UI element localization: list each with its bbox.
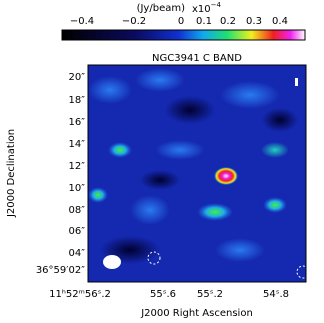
y-tick-label: 08″ — [69, 205, 86, 216]
plot-title: NGC3941 C BAND — [152, 53, 242, 64]
colorbar-tick-label: 0.4 — [272, 16, 288, 27]
y-tick-label: 36°59′02″ — [36, 265, 85, 276]
colorbar-scale-base: x10 — [192, 4, 211, 15]
y-tick-label: 18″ — [69, 95, 86, 106]
x-tick-label: 11ʰ52ᵐ56ˢ.2 — [49, 289, 111, 300]
x-axis-label: J2000 Right Ascension — [140, 308, 253, 319]
y-tick-label: 12″ — [69, 161, 86, 172]
colorbar-scale-exp: −4 — [211, 1, 222, 9]
colorbar-tick-label: −0.4 — [70, 16, 94, 27]
y-tick-label: 14″ — [69, 139, 86, 150]
x-tick-label: 55ˢ.2 — [197, 289, 223, 300]
sky-image — [88, 65, 306, 282]
y-tick-label: 04″ — [69, 248, 86, 259]
colorbar-tick-label: −0.2 — [122, 16, 146, 27]
y-axis-label: J2000 Declination — [6, 129, 17, 218]
colorbar-tick-label: 0.2 — [220, 16, 236, 27]
y-tick-label: 06″ — [69, 226, 86, 237]
colorbar-tick-label: 0 — [178, 16, 184, 27]
colorbar-scale: x10−4 — [192, 1, 222, 15]
colorbar — [61, 29, 306, 41]
colorbar-ticks: −0.4 −0.2 0 0.1 0.2 0.3 0.4 — [70, 16, 288, 27]
plot-frame — [87, 64, 307, 283]
y-tick-label: 16″ — [69, 117, 86, 128]
y-tick-label: 20″ — [69, 72, 86, 83]
y-ticks: 20″ 18″ 16″ 14″ 12″ 10″ 08″ 06″ 04″ 36°5… — [36, 72, 85, 276]
x-tick-label: 54ˢ.8 — [263, 289, 289, 300]
x-tick-label: 55ˢ.6 — [150, 289, 176, 300]
x-ticks: 11ʰ52ᵐ56ˢ.2 55ˢ.6 55ˢ.2 54ˢ.8 — [49, 289, 289, 300]
colorbar-tick-label: 0.1 — [196, 16, 212, 27]
colorbar-unit: (Jy/beam) — [137, 3, 186, 14]
y-tick-label: 10″ — [69, 183, 86, 194]
colorbar-tick-label: 0.3 — [246, 16, 262, 27]
